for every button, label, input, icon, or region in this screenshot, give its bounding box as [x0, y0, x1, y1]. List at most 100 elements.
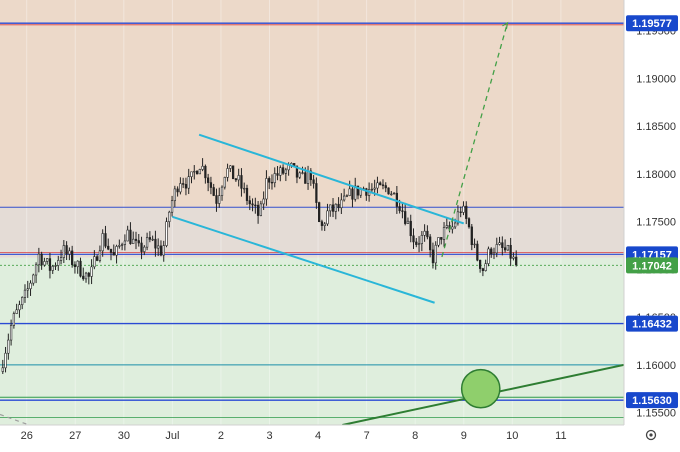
time-tick-label: 4 [315, 430, 321, 442]
candle-body [451, 226, 454, 230]
candle-body [376, 182, 379, 189]
candle-body [298, 172, 301, 178]
time-tick-label: 10 [506, 430, 518, 442]
candle-body [503, 247, 507, 251]
candle-body [273, 173, 276, 184]
candle-body [384, 185, 387, 189]
time-tick-label: Jul [165, 430, 179, 442]
candle-body [84, 272, 88, 280]
candle-body [98, 250, 102, 261]
candle-body [309, 170, 312, 181]
projection-line[interactable] [441, 22, 509, 258]
price-axis[interactable]: 1.195001.190001.185001.180001.175001.170… [623, 0, 680, 425]
candle-body [476, 243, 479, 261]
plot-area[interactable] [0, 0, 624, 425]
candle-body [68, 250, 71, 255]
candle-body [334, 203, 337, 212]
candle-body [23, 289, 27, 298]
candle-body [501, 242, 504, 248]
candle-body [120, 244, 124, 246]
candle-body [484, 263, 487, 271]
candle-body [12, 313, 16, 326]
candle-body [406, 220, 410, 224]
candle-body [240, 175, 243, 189]
candle-body [187, 176, 190, 189]
candle-body [512, 256, 515, 259]
candle-body [459, 211, 462, 213]
candle-body [207, 177, 210, 183]
candle-body [390, 193, 393, 196]
candle-body [26, 288, 29, 291]
candle-body [109, 248, 113, 253]
settings-button[interactable] [645, 429, 657, 441]
time-tick-label: 9 [461, 430, 467, 442]
candle-body [96, 256, 99, 261]
candle-body [481, 268, 485, 271]
candle-body [176, 188, 179, 193]
gear-icon-center [649, 433, 653, 437]
candle-body [348, 188, 351, 196]
candle-body [215, 195, 218, 204]
candle-body [423, 230, 426, 236]
candle-body [331, 204, 335, 212]
candle-body [487, 248, 490, 264]
candle-body [506, 244, 510, 251]
candle-body [434, 244, 437, 264]
candle-body [295, 165, 299, 178]
channel-lower-line[interactable] [172, 215, 435, 304]
candle-body [398, 206, 401, 212]
candle-body [107, 245, 110, 250]
zone-1 [0, 207, 624, 258]
candle-body [4, 352, 7, 369]
candle-body [454, 222, 457, 228]
candle-body [220, 186, 224, 196]
candle-body [123, 240, 127, 245]
candle-body [231, 165, 235, 180]
candle-body [470, 226, 473, 246]
price-axis-bg [624, 0, 680, 425]
time-tick-label: 26 [21, 430, 33, 442]
candle-body [304, 172, 307, 184]
candle-body [223, 177, 226, 188]
price-tag-bg [626, 315, 678, 332]
candle-body [170, 200, 174, 213]
target-marker-circle[interactable] [460, 368, 501, 409]
price-tag-bg [626, 15, 678, 32]
price-tag-bg [626, 392, 678, 409]
candle-body [34, 264, 38, 276]
channel-upper-line[interactable] [198, 133, 465, 225]
candle-body [162, 245, 165, 256]
candle-body [495, 244, 498, 254]
candle-body [21, 297, 24, 306]
time-axis[interactable]: 26 27 30 Jul 2 3 4 7 8 9 10 11 [0, 424, 680, 447]
candle-body [320, 221, 324, 226]
candle-body [337, 203, 340, 209]
candle-body [173, 188, 176, 202]
candle-body [326, 210, 329, 225]
candle-body [104, 233, 107, 247]
candle-body [415, 241, 418, 245]
candle-body [248, 200, 251, 205]
candle-body [15, 309, 18, 314]
candle-body [137, 240, 140, 244]
price-tick-label: 1.17500 [636, 217, 676, 229]
candle-body [193, 170, 196, 173]
candle-body [195, 170, 199, 175]
candle-body [473, 243, 476, 246]
candle-body [229, 165, 232, 169]
candle-body [43, 261, 46, 266]
candle-body [262, 198, 265, 205]
candle-body [79, 260, 82, 277]
candle-body [426, 230, 429, 238]
candle-body [165, 221, 168, 246]
trendline-1[interactable] [0, 413, 30, 425]
candle-body [201, 165, 204, 170]
candle-body [71, 250, 74, 265]
price-tick-label: 1.19000 [636, 73, 676, 85]
candle-body [148, 237, 151, 240]
plot-content [0, 0, 624, 425]
candle-body [437, 237, 440, 246]
candle-body [456, 211, 460, 224]
gear-icon[interactable] [645, 429, 657, 441]
